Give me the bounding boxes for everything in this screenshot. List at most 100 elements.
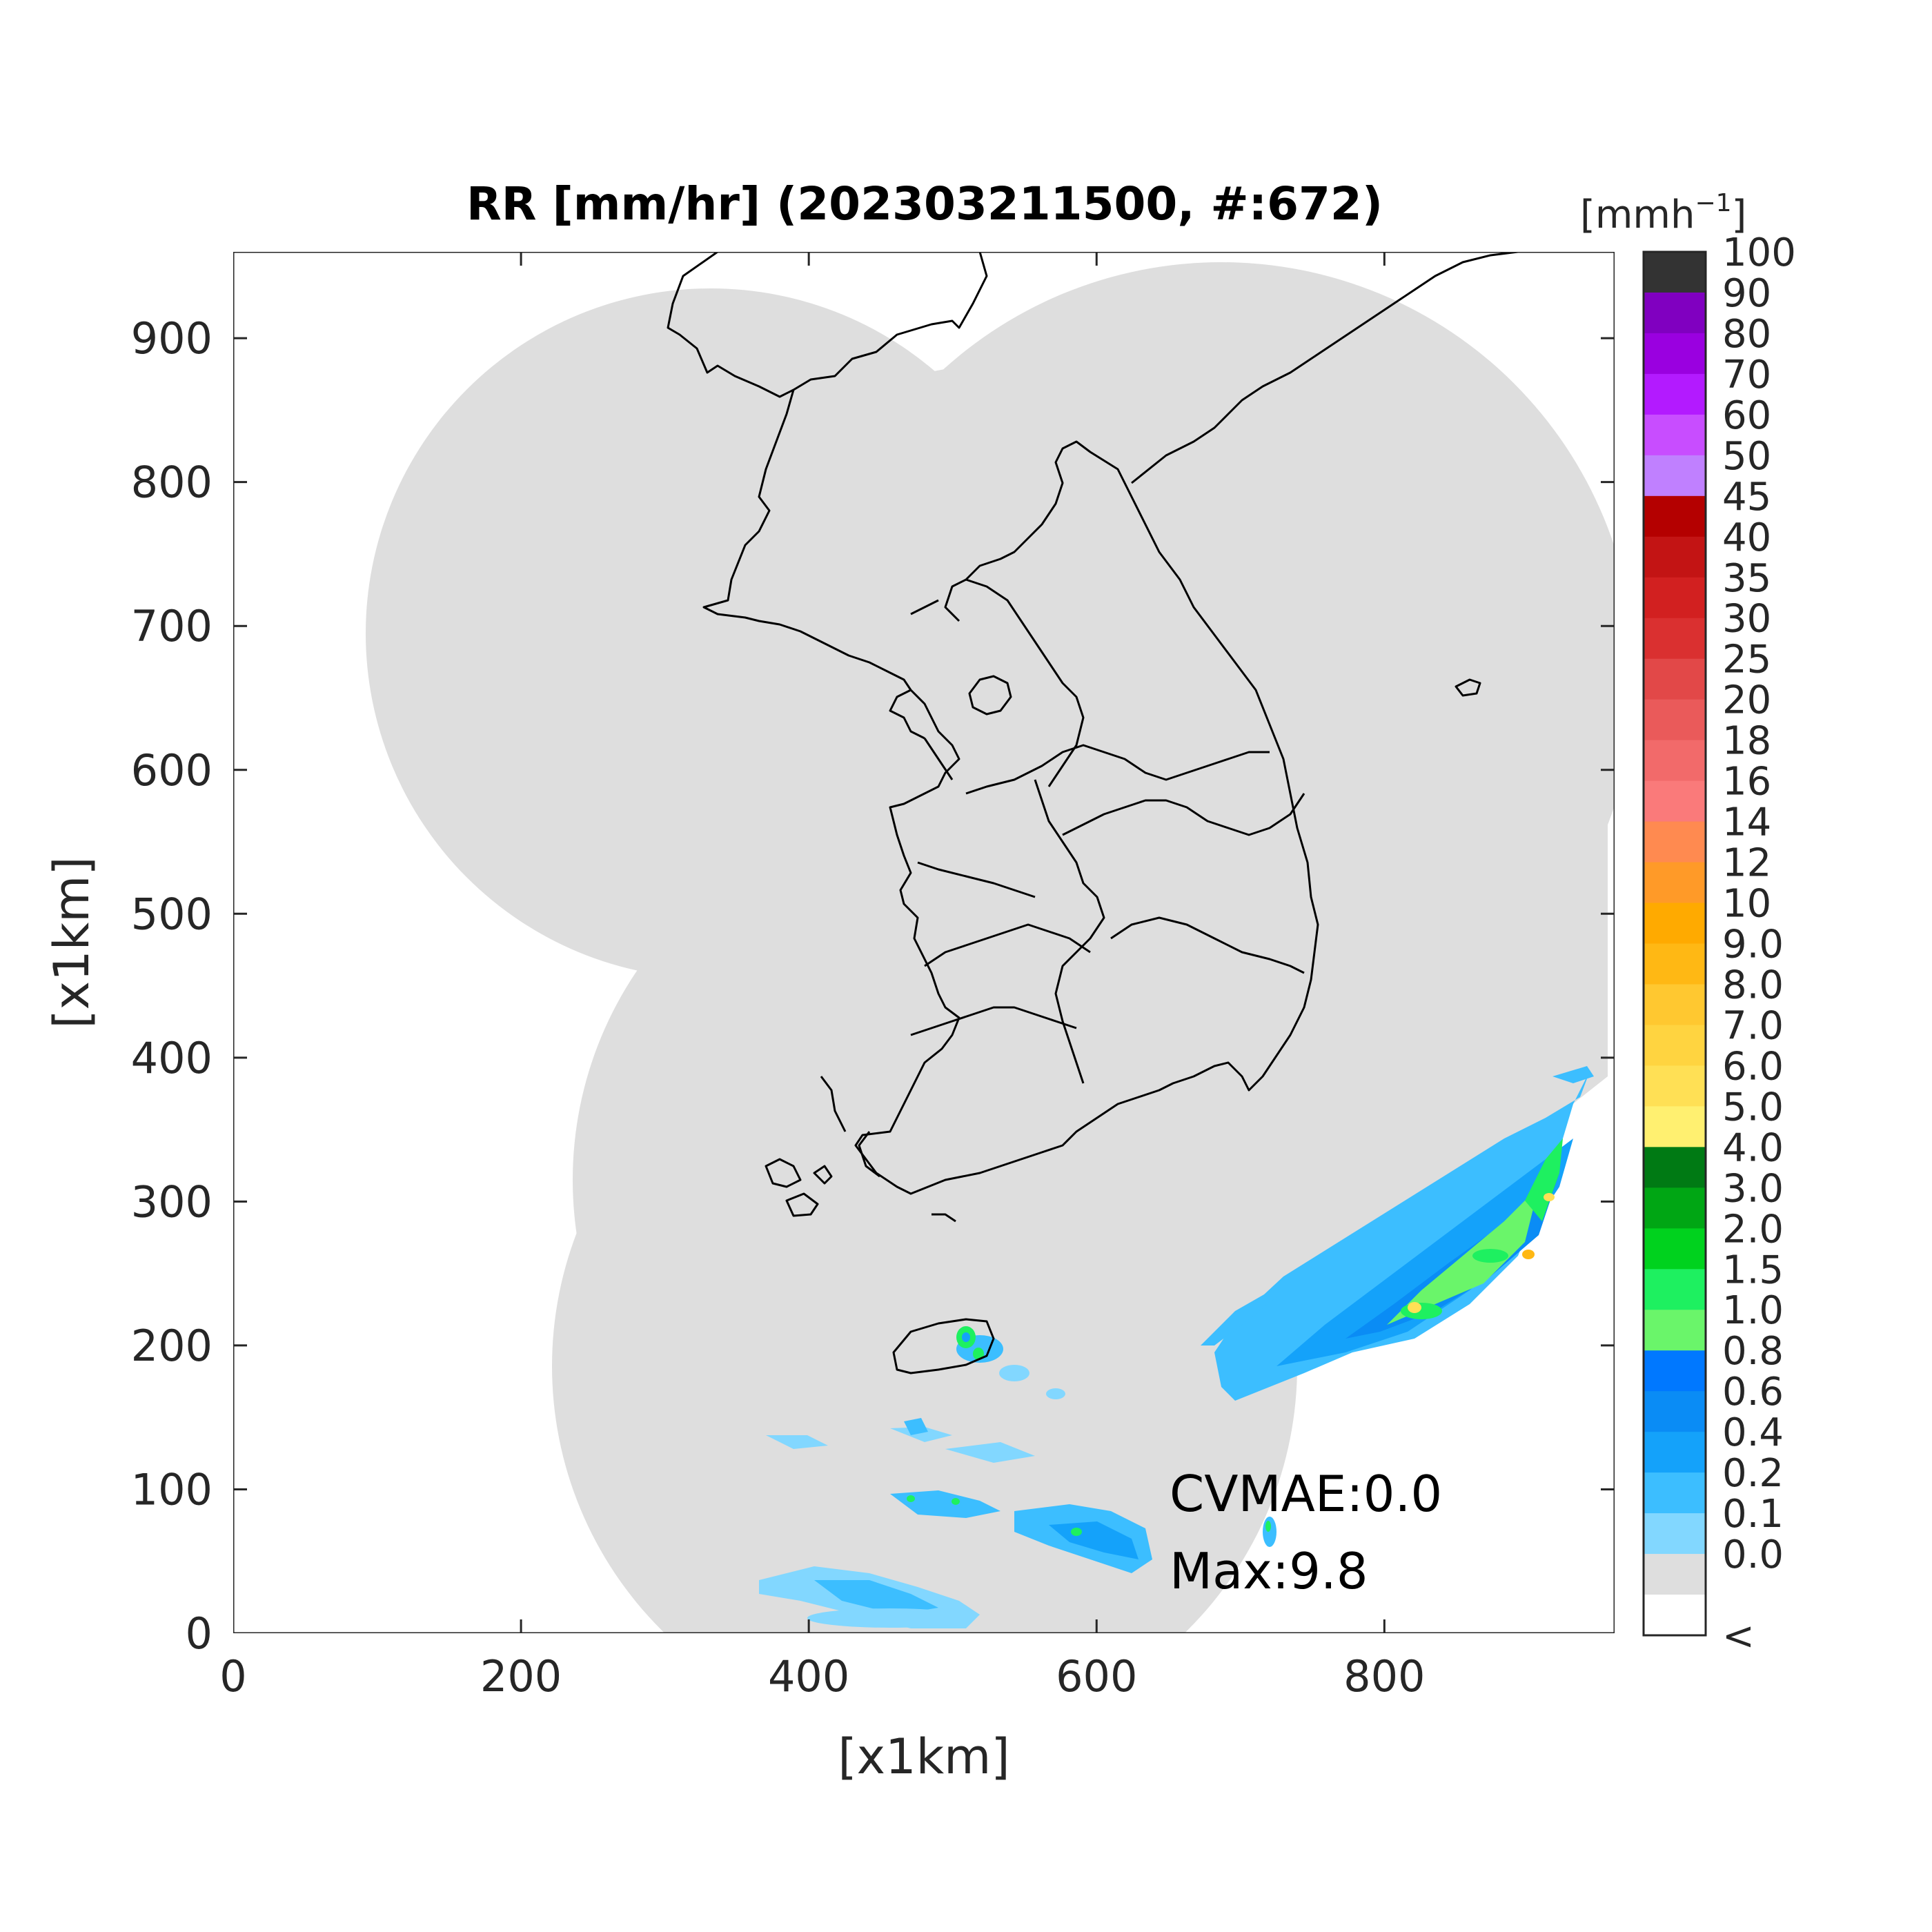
colorbar-label: 25 <box>1722 638 1771 682</box>
colorbar-label: 16 <box>1722 760 1771 805</box>
y-tick-label: 800 <box>131 457 213 508</box>
colorbar-label: 8.0 <box>1722 963 1784 1007</box>
colorbar-unit: [mmh−1] <box>1580 189 1746 237</box>
colorbar-label: 5.0 <box>1722 1085 1784 1130</box>
y-tick-label: 300 <box>131 1176 213 1227</box>
colorbar-label: 14 <box>1722 800 1771 845</box>
colorbar-swatch <box>1644 1269 1706 1310</box>
colorbar-label: 9.0 <box>1722 923 1784 967</box>
colorbar-label: 0.1 <box>1722 1492 1784 1537</box>
colorbar-label: 60 <box>1722 393 1771 438</box>
colorbar-swatch <box>1644 903 1706 945</box>
colorbar-swatch <box>1644 1472 1706 1514</box>
coastline-boundaries <box>667 252 1519 1374</box>
y-tick-label: 100 <box>131 1464 213 1515</box>
colorbar-swatch <box>1644 1065 1706 1107</box>
colorbar-label: 1.0 <box>1722 1288 1784 1333</box>
precipitation-south-sea <box>759 1388 1276 1628</box>
colorbar-label: 20 <box>1722 678 1771 723</box>
colorbar-swatch <box>1644 414 1706 456</box>
colorbar-swatch <box>1644 1391 1706 1432</box>
colorbar-swatch <box>1644 455 1706 497</box>
colorbar-label: 30 <box>1722 597 1771 642</box>
colorbar-label: 0.6 <box>1722 1370 1784 1414</box>
precipitation-band-southeast <box>1201 1066 1594 1401</box>
colorbar-swatch <box>1644 1147 1706 1188</box>
colorbar-swatch <box>1644 1554 1706 1595</box>
colorbar-label: 70 <box>1722 353 1771 397</box>
frame-ticks <box>233 252 1615 1633</box>
colorbar-swatch <box>1644 1350 1706 1392</box>
x-tick-label: 0 <box>219 1651 246 1702</box>
colorbar-label: 3.0 <box>1722 1166 1784 1211</box>
colorbar-swatch <box>1644 658 1706 700</box>
colorbar-label: 0.0 <box>1722 1532 1784 1577</box>
colorbar-swatch <box>1644 984 1706 1026</box>
colorbar-label: 18 <box>1722 719 1771 764</box>
x-tick-labels: 0 200 400 600 800 <box>219 1651 1425 1702</box>
y-tick-labels: 0 100 200 300 400 500 600 700 800 900 <box>131 313 213 1659</box>
x-tick-label: 600 <box>1056 1651 1137 1702</box>
colorbar-swatch <box>1644 618 1706 660</box>
y-tick-label: 200 <box>131 1321 213 1371</box>
y-tick-label: 500 <box>131 889 213 939</box>
max-annotation: Max:9.8 <box>1170 1542 1368 1600</box>
colorbar-swatch <box>1644 1310 1706 1351</box>
x-axis-label: [x1km] <box>838 1728 1009 1785</box>
plot-area <box>233 252 1615 1633</box>
colorbar-label: < <box>1722 1614 1755 1659</box>
y-tick-label: 700 <box>131 601 213 651</box>
colorbar-swatch <box>1644 740 1706 782</box>
colorbar-swatch <box>1644 536 1706 578</box>
colorbar-swatch <box>1644 1228 1706 1270</box>
colorbar-label: 4.0 <box>1722 1125 1784 1170</box>
colorbar-label: 0.4 <box>1722 1410 1784 1455</box>
colorbar-label: 6.0 <box>1722 1044 1784 1089</box>
y-tick-label: 0 <box>186 1608 213 1659</box>
colorbar-swatch <box>1644 1106 1706 1147</box>
colorbar-swatch <box>1644 333 1706 375</box>
colorbar-label: 100 <box>1722 230 1796 275</box>
chart-title: RR [mm/hr] (202303211500, #:672) <box>466 177 1383 230</box>
colorbar-label: 0.2 <box>1722 1451 1784 1496</box>
colorbar-label: 80 <box>1722 312 1771 357</box>
colorbar-swatch <box>1644 292 1706 334</box>
colorbar-label: 1.5 <box>1722 1248 1784 1292</box>
colorbar-swatch <box>1644 1187 1706 1229</box>
cvmae-annotation: CVMAE:0.0 <box>1170 1465 1442 1523</box>
colorbar-label: 40 <box>1722 515 1771 560</box>
colorbar-swatch <box>1644 1595 1706 1636</box>
colorbar-label: 2.0 <box>1722 1207 1784 1252</box>
colorbar-swatch <box>1644 1025 1706 1067</box>
colorbar-swatch <box>1644 699 1706 741</box>
colorbar-labels: 100908070605045403530252018161412109.08.… <box>1722 230 1796 1659</box>
y-tick-label: 900 <box>131 313 213 364</box>
colorbar-swatch <box>1644 1432 1706 1473</box>
colorbar-swatch <box>1644 821 1706 863</box>
x-tick-label: 200 <box>480 1651 562 1702</box>
colorbar-label: 45 <box>1722 475 1771 520</box>
colorbar-label: 0.8 <box>1722 1329 1784 1374</box>
colorbar-label: 90 <box>1722 271 1771 316</box>
colorbar-swatch <box>1644 862 1706 904</box>
colorbar: [mmh−1] 10090807060504540353025201816141… <box>1580 189 1796 1659</box>
colorbar-label: 7.0 <box>1722 1003 1784 1048</box>
y-axis-label: [x1km] <box>43 856 100 1028</box>
colorbar-swatch <box>1644 252 1706 293</box>
colorbar-swatches <box>1644 252 1706 1636</box>
colorbar-swatch <box>1644 943 1706 985</box>
colorbar-swatch <box>1644 780 1706 822</box>
colorbar-label: 12 <box>1722 841 1771 886</box>
radar-coverage <box>366 262 1615 1633</box>
colorbar-label: 35 <box>1722 556 1771 601</box>
y-tick-label: 600 <box>131 745 213 796</box>
colorbar-swatch <box>1644 373 1706 415</box>
x-tick-label: 800 <box>1343 1651 1425 1702</box>
colorbar-label: 50 <box>1722 434 1771 479</box>
colorbar-frame <box>1642 250 1707 1637</box>
colorbar-label: 10 <box>1722 882 1771 927</box>
x-tick-label: 400 <box>768 1651 849 1702</box>
colorbar-swatch <box>1644 1513 1706 1555</box>
colorbar-swatch <box>1644 495 1706 538</box>
